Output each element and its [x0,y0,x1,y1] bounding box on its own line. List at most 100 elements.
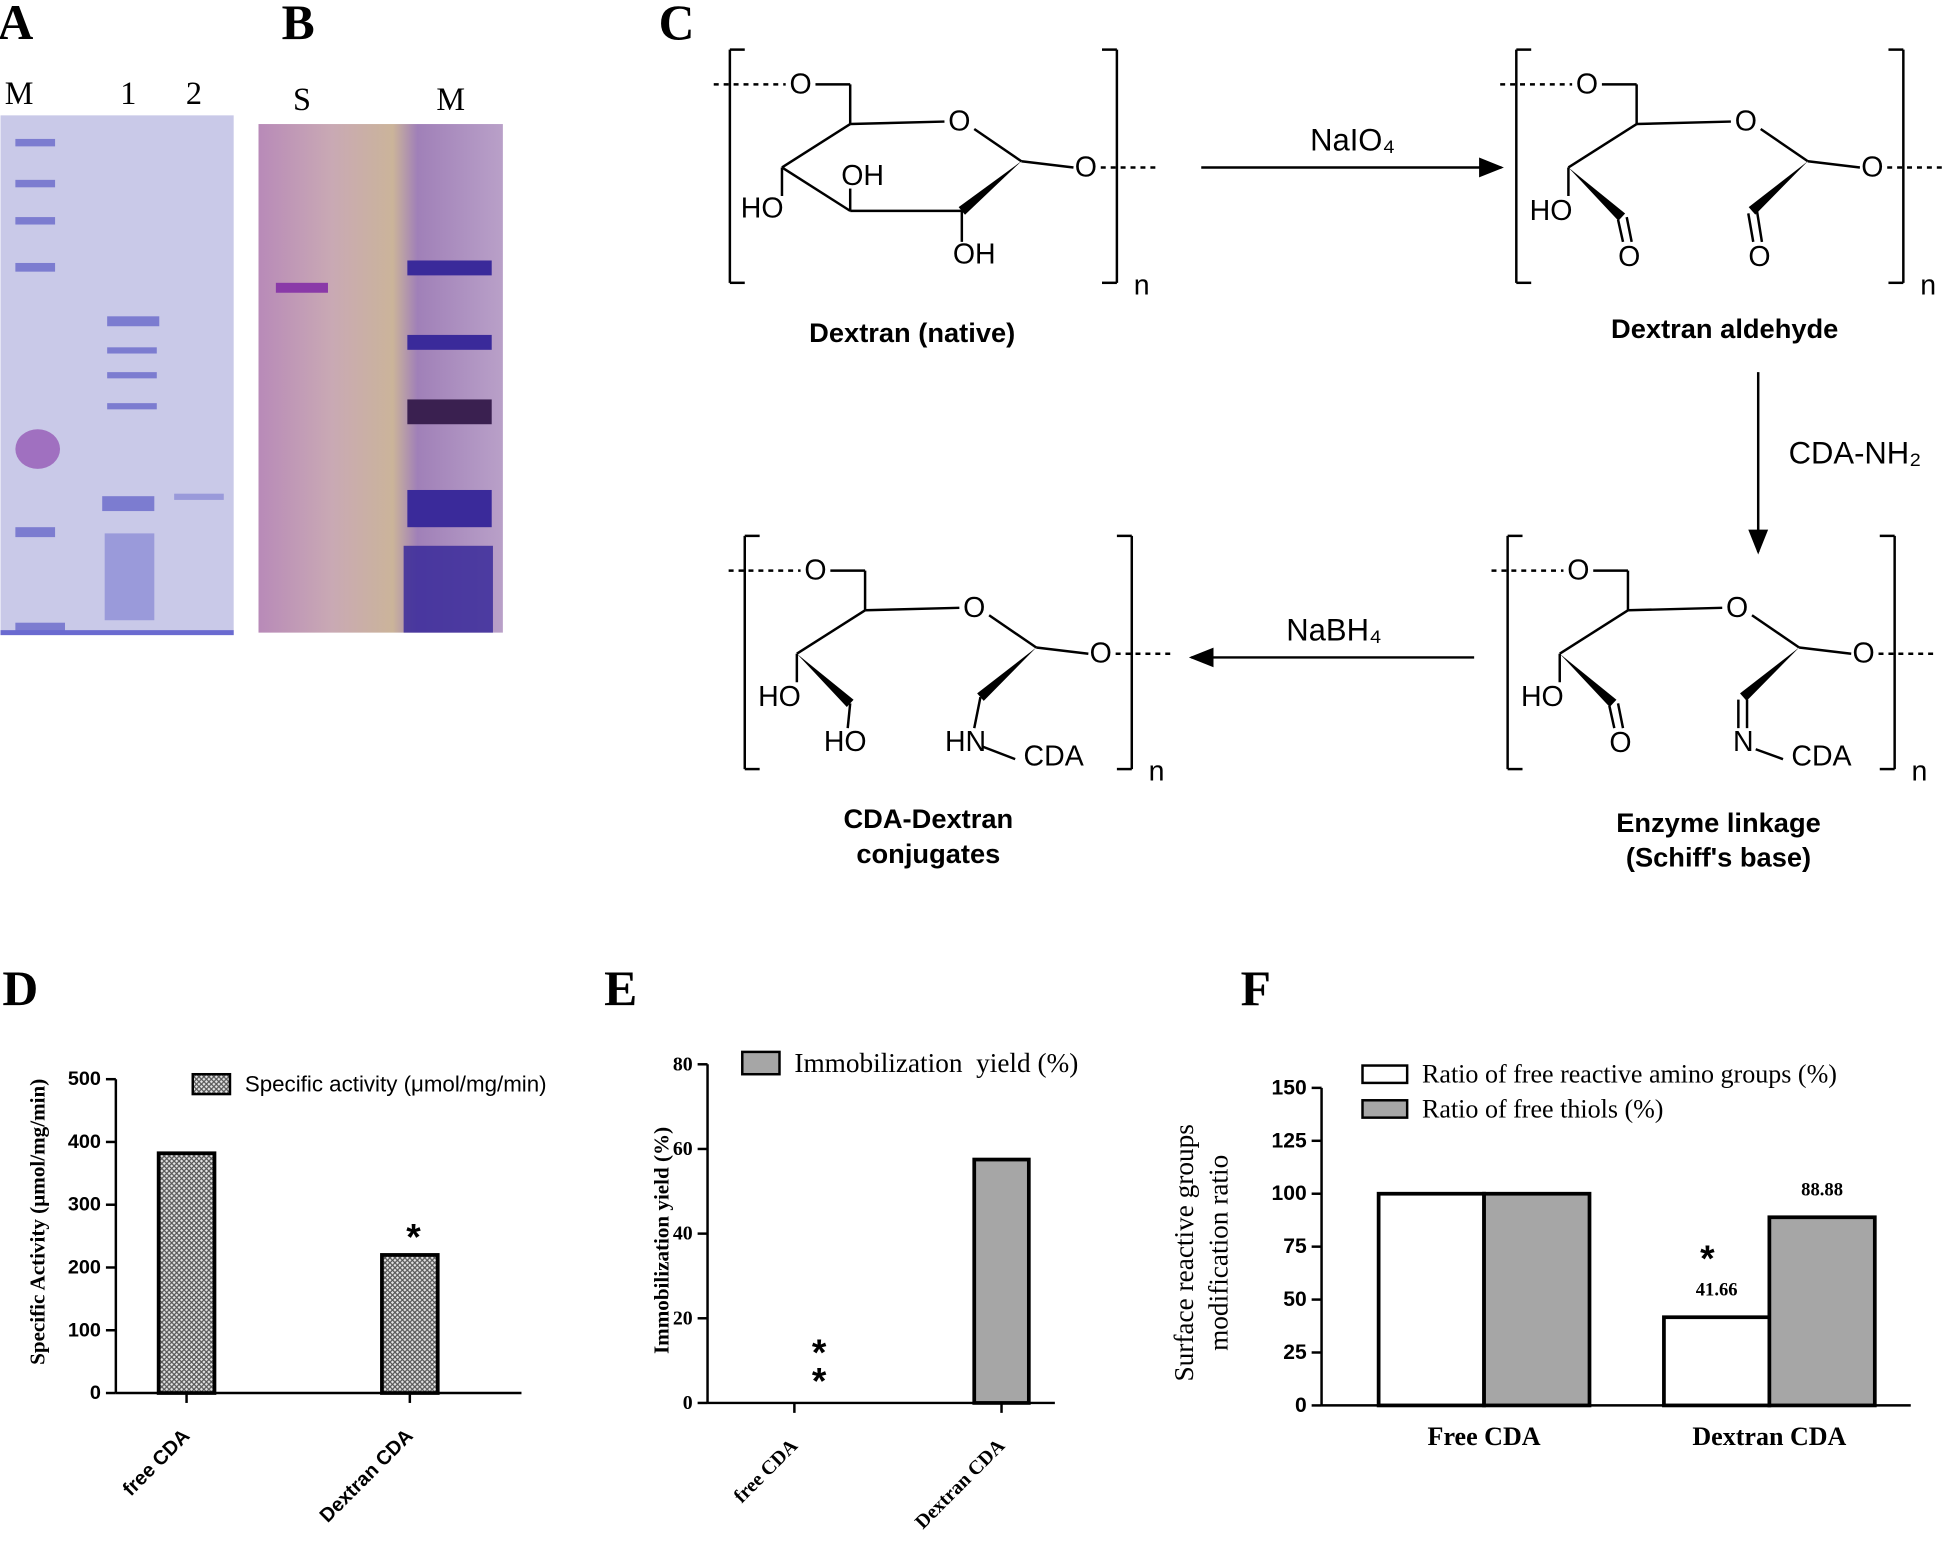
bar [1767,1215,1877,1408]
bond [1567,122,1638,169]
x-tick-label: Dextran CDA [316,1425,418,1527]
panel-label: A [0,0,33,50]
atom-label: n [1912,756,1928,788]
annotation: * [1700,1237,1715,1279]
panel-label: B [282,0,315,50]
bond [796,653,854,707]
legend-swatch [741,1050,781,1076]
bond [973,696,982,729]
atom-label: O [1576,68,1598,100]
y-axis-label: Surface reactive groups [1169,1124,1199,1381]
lane-label: 1 [120,75,136,111]
y-tick-label: 200 [68,1256,101,1278]
atom-label: n [1134,269,1150,301]
structure: O O O HO O N CDA n [1491,534,1936,788]
annotation: * [812,1360,827,1402]
reagent: NaBH₄ [1286,613,1381,648]
atom-label: HO [1530,195,1573,227]
bond [982,745,1016,761]
value-label: 41.66 [1696,1279,1738,1300]
bond [796,609,866,655]
x-tick-label: free CDA [730,1434,803,1507]
bond [781,166,851,212]
legend-swatch [1361,1099,1409,1119]
atom-label: O [1726,592,1748,624]
bond [850,120,945,126]
bond [1559,609,1629,655]
bond [1748,161,1808,215]
y-tick-label: 0 [90,1382,101,1404]
compound-name: (Schiff's base) [1626,842,1811,873]
y-tick-label: 0 [683,1392,693,1414]
legend-label: Ratio of free thiols (%) [1422,1094,1663,1123]
compound-name: Dextran (native) [809,317,1015,348]
bar-chart: 0 20 40 60 80 free CDA Dextran CDA Immobilizati… [650,1048,1079,1533]
compound-name: conjugates [856,838,1000,869]
bond [1751,614,1800,649]
bond [973,127,1023,163]
bar-chart: 0 100 200 300 400 500 free CDA Dextran CDA Speci… [26,1068,547,1527]
bond [1627,606,1723,612]
y-tick-label: 60 [673,1138,693,1160]
y-tick-label: 500 [68,1068,101,1090]
bond [1625,216,1633,243]
atom-label: HO [741,192,784,224]
atom-label: n [1149,756,1165,788]
value-label: 88.88 [1801,1179,1843,1200]
atom-label: O [1748,241,1770,273]
bar [1662,1315,1772,1408]
structure: O O O HO OH OH n [713,48,1158,301]
bar [156,1151,217,1395]
bond [988,614,1037,649]
atom-label: HO [824,726,867,758]
y-tick-label: 0 [1295,1394,1307,1417]
y-tick-label: 100 [68,1319,101,1341]
bond [1021,160,1074,169]
y-tick-label: 40 [673,1223,693,1245]
y-axis-label: Immobilization yield (%) [650,1127,674,1354]
panel-label: F [1241,961,1271,1016]
y-tick-label: 50 [1283,1288,1306,1311]
lane-label: M [436,81,465,117]
annotation: * [406,1216,421,1258]
bar [1482,1191,1592,1408]
bond [1759,127,1809,163]
bond [865,606,960,612]
legend-swatch [191,1072,232,1096]
legend-swatch [1361,1064,1409,1085]
atom-label: O [1075,151,1097,183]
bond [1807,160,1861,169]
structure: O O O HO O On [1500,48,1945,301]
bond [1559,653,1617,707]
panel-label: E [604,961,637,1016]
panel-label: C [659,0,695,50]
atom-label: n [1920,269,1936,301]
bond [781,122,851,169]
atom-label: HN [945,726,986,758]
atom-label: N [1733,726,1754,758]
legend-label: Ratio of free reactive amino groups (%) [1422,1060,1837,1089]
atom-label: O [1861,151,1883,183]
x-tick-label: Dextran CDA [1692,1422,1846,1451]
bar [380,1253,440,1395]
y-tick-label: 400 [68,1131,101,1153]
annotation: * [812,1331,827,1373]
compound-name: CDA-Dextran [844,803,1014,834]
x-tick-label: Dextran CDA [911,1434,1010,1533]
bar [972,1157,1031,1405]
bond [1636,120,1731,126]
bond [977,647,1037,701]
atom-label: CDA [1791,741,1851,773]
bond [1755,748,1784,761]
bond [1616,703,1625,729]
bond [1568,167,1626,221]
x-tick-label: free CDA [119,1425,195,1501]
y-tick-label: 100 [1272,1182,1307,1205]
bond [1755,210,1764,243]
y-tick-label: 300 [68,1194,101,1216]
legend-label: Specific activity (μmol/mg/min) [245,1072,547,1097]
bond [846,703,852,729]
y-axis-label: Specific Activity (µmol/mg/min) [26,1079,50,1365]
atom-label: O [804,555,826,587]
